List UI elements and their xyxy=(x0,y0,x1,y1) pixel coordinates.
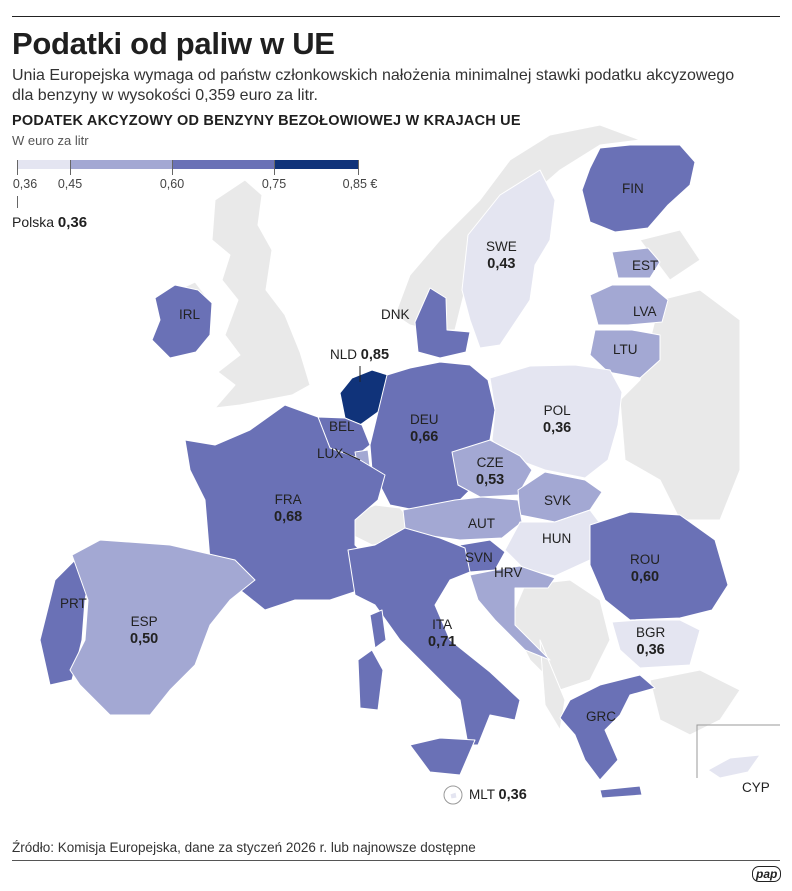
legend-tick xyxy=(17,160,18,175)
label-est: EST xyxy=(632,258,659,273)
lux-leader-line xyxy=(342,451,361,461)
label-bel: BEL xyxy=(329,419,355,434)
label-lva: LVA xyxy=(633,304,657,319)
label-hun: HUN xyxy=(542,531,572,546)
label-fin: FIN xyxy=(622,181,644,196)
country-cze xyxy=(451,439,533,498)
legend-tick xyxy=(172,160,173,175)
label-pol: POL 0,36 xyxy=(543,403,572,436)
country-bgr xyxy=(611,619,701,669)
bottom-rule xyxy=(12,860,780,861)
label-svn: SVN xyxy=(465,550,493,565)
legend-tick-label: 0,45 xyxy=(57,177,83,191)
country-cyp xyxy=(707,754,761,779)
country-irl xyxy=(151,284,213,359)
country-gbr xyxy=(211,179,311,409)
label-grc: GRC xyxy=(586,709,616,724)
top-rule xyxy=(12,16,780,17)
legend-tick xyxy=(274,160,275,175)
legend-tick-label: 0,36 xyxy=(12,177,38,191)
label-hrv: HRV xyxy=(494,565,523,580)
map-title: PODATEK AKCYZOWY OD BENZYNY BEZOŁOWIOWEJ… xyxy=(12,113,521,129)
label-lux: LUX xyxy=(317,446,344,461)
label-esp: ESP 0,50 xyxy=(130,614,159,647)
country-ltu xyxy=(589,329,661,379)
legend-bin-2 xyxy=(70,160,172,169)
country-ita-sicily xyxy=(409,737,476,776)
poland-note-name: Polska xyxy=(12,214,55,230)
label-ita: ITA 0,71 xyxy=(428,617,457,650)
country-tur xyxy=(649,669,741,736)
country-bel-shade xyxy=(639,229,701,281)
country-ita xyxy=(347,527,521,746)
legend-tick-label: 0,60 xyxy=(159,177,185,191)
page-title: Podatki od paliw w UE xyxy=(12,26,335,61)
legend-tick-label: 0,75 xyxy=(261,177,287,191)
subtitle: Unia Europejska wymaga od państw członko… xyxy=(12,67,735,104)
pap-logo: pap xyxy=(752,866,782,882)
country-fra-corsica xyxy=(369,609,387,649)
label-aut: AUT xyxy=(468,516,495,531)
label-svk: SVK xyxy=(544,493,572,508)
label-prt: PRT xyxy=(60,596,87,611)
label-dnk: DNK xyxy=(381,307,410,322)
legend-tick-label: 0,85 € xyxy=(342,177,378,191)
label-fra: FRA 0,68 xyxy=(274,492,303,525)
label-nld: NLD 0,85 xyxy=(330,347,390,363)
country-rou xyxy=(589,511,729,621)
legend-bin-3 xyxy=(172,160,274,169)
country-pol xyxy=(489,364,623,479)
country-svk xyxy=(517,471,603,523)
legend-tick xyxy=(70,160,71,175)
country-mlt xyxy=(449,791,458,800)
country-ita-sardinia xyxy=(357,649,384,711)
country-est xyxy=(611,247,661,279)
country-grc-crete xyxy=(599,785,643,799)
poland-note: Polska 0,36 xyxy=(12,214,87,231)
legend-tick xyxy=(358,160,359,175)
label-mlt: MLT 0,36 xyxy=(469,787,527,803)
country-lva xyxy=(589,284,669,326)
label-cze: CZE 0,53 xyxy=(476,455,505,488)
legend-bin-1 xyxy=(17,160,70,169)
label-swe: SWE 0,43 xyxy=(486,239,517,272)
country-dnk xyxy=(414,287,471,359)
country-grc xyxy=(559,674,656,781)
label-ltu: LTU xyxy=(613,342,638,357)
label-cyp: CYP xyxy=(742,780,770,795)
label-irl: IRL xyxy=(179,307,201,322)
unit-label: W euro za litr xyxy=(12,133,89,148)
poland-note-value: 0,36 xyxy=(57,214,88,231)
label-deu: DEU 0,66 xyxy=(410,412,439,445)
cyp-inset-frame xyxy=(696,724,780,778)
source-note: Źródło: Komisja Europejska, dane za styc… xyxy=(12,840,476,855)
poland-marker-line xyxy=(17,196,18,208)
country-hrv xyxy=(469,565,556,661)
country-bih-srb-alb xyxy=(539,639,566,731)
legend-bin-4 xyxy=(274,160,358,169)
label-bgr: BGR 0,36 xyxy=(636,625,666,658)
mlt-marker xyxy=(443,785,463,805)
country-fin xyxy=(581,144,696,233)
country-swe xyxy=(461,169,556,349)
country-esp xyxy=(69,539,256,716)
label-rou: ROU 0,60 xyxy=(630,552,660,585)
